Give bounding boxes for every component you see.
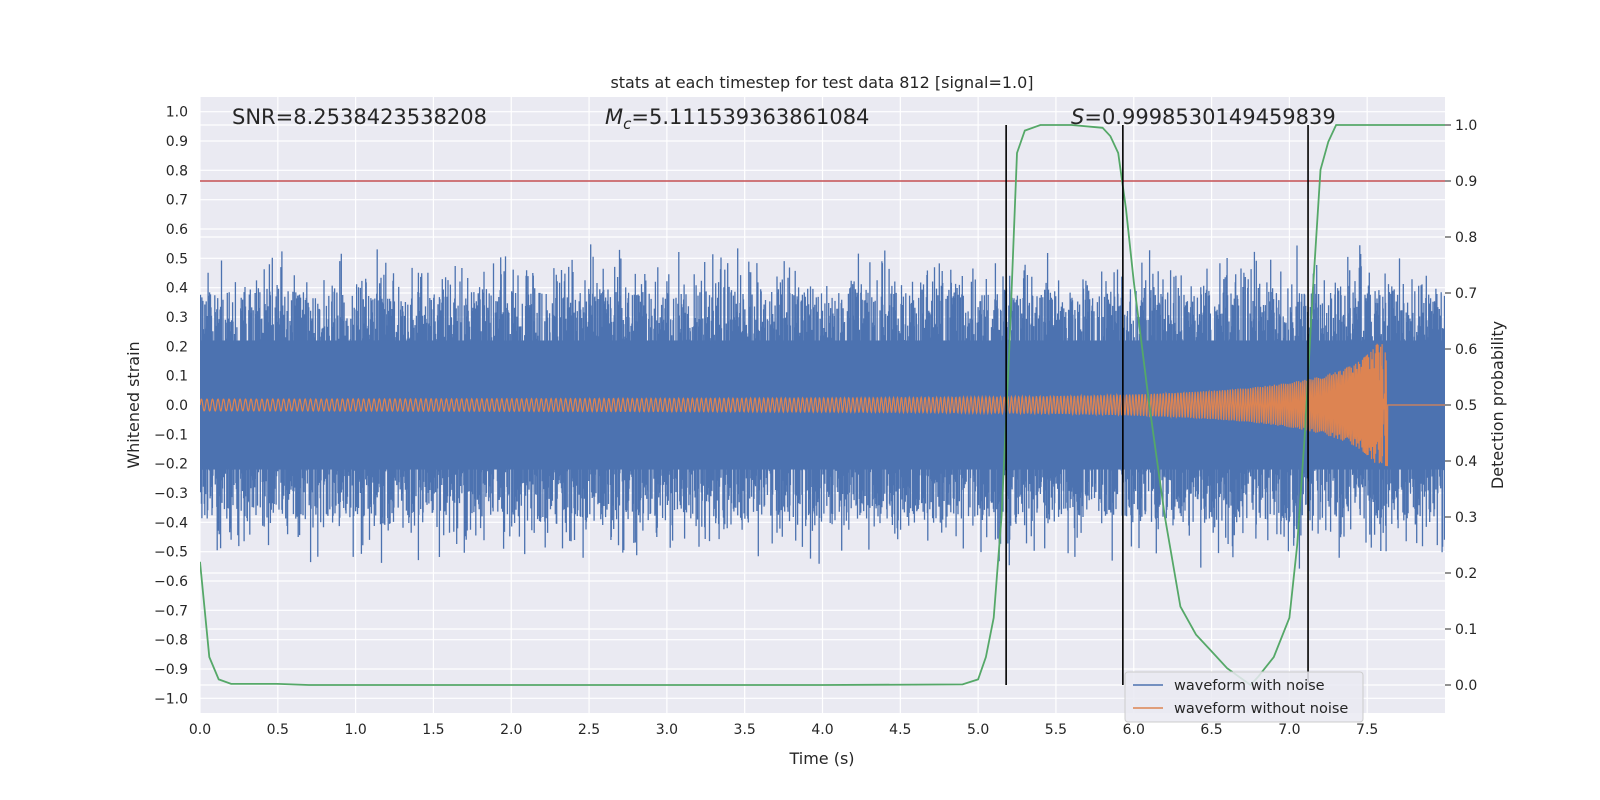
- clean-waveform-line: [200, 343, 1445, 467]
- legend: waveform with noise waveform without noi…: [1124, 671, 1364, 723]
- legend-label-noise: waveform with noise: [1174, 678, 1325, 694]
- x-tick-label: 3.5: [734, 722, 756, 738]
- x-axis-label: Time (s): [788, 749, 854, 768]
- y-ticks: 1.0 0.9 0.8 0.7 0.6 0.5 0.4 0.3 0.2 0.1 0.0 −0.1 −0.…: [154, 105, 188, 708]
- y2-tick-label: 0.3: [1455, 510, 1477, 526]
- x-tick-label: 4.0: [811, 722, 833, 738]
- y-tick-label: −0.7: [154, 603, 188, 619]
- y2-tick-label: 0.6: [1455, 342, 1477, 358]
- mc-subscript: c: [623, 115, 632, 133]
- y-tick-label: −0.8: [154, 633, 188, 649]
- y-tick-label: 0.3: [166, 310, 188, 326]
- y2-ticks: 1.0 0.9 0.8 0.7 0.6 0.5 0.4 0.3 0.2 0.1 0.0: [1445, 118, 1477, 694]
- mc-symbol: M: [605, 105, 623, 129]
- y2-axis-label: Detection probability: [1488, 321, 1507, 489]
- y-tick-label: 0.6: [166, 222, 188, 238]
- y2-tick-label: 0.8: [1455, 230, 1477, 246]
- y-tick-label: −0.3: [154, 486, 188, 502]
- y-tick-label: 0.4: [166, 281, 188, 297]
- y-axis-label: Whitened strain: [124, 341, 143, 468]
- y2-tick-label: 0.4: [1455, 454, 1477, 470]
- y2-tick-label: 0.7: [1455, 286, 1477, 302]
- y2-tick-label: 0.1: [1455, 622, 1477, 638]
- x-tick-label: 0.0: [189, 722, 211, 738]
- x-ticks: 0.0 0.5 1.0 1.5 2.0 2.5 3.0 3.5 4.0 4.5 5.0 5.5 6.0 6…: [189, 722, 1378, 738]
- detection-probability-line: [200, 124, 1445, 687]
- y-tick-label: 0.1: [166, 369, 188, 385]
- legend-label-clean: waveform without noise: [1174, 701, 1348, 717]
- y-tick-label: −0.1: [154, 427, 188, 443]
- y2-tick-label: 1.0: [1455, 118, 1477, 134]
- y2-tick-label: 0.2: [1455, 566, 1477, 582]
- s-symbol: S: [1071, 105, 1084, 129]
- x-tick-label: 4.5: [889, 722, 911, 738]
- y2-tick-label: 0.5: [1455, 398, 1477, 414]
- x-tick-label: 0.5: [267, 722, 289, 738]
- snr-annotation: SNR=8.2538423538208: [232, 105, 487, 129]
- legend-box: [1124, 671, 1364, 723]
- y-tick-label: 0.2: [166, 339, 188, 355]
- y2-tick-label: 0.9: [1455, 174, 1477, 190]
- mc-value: =5.111539363861084: [631, 105, 869, 129]
- y-tick-label: 0.9: [166, 134, 188, 150]
- x-tick-label: 1.0: [344, 722, 366, 738]
- y-tick-label: −0.2: [154, 457, 188, 473]
- chirp-mass-annotation: Mc=5.111539363861084: [605, 105, 869, 133]
- x-tick-label: 1.5: [422, 722, 444, 738]
- y-tick-label: 0.8: [166, 163, 188, 179]
- plot-content: [200, 124, 1445, 687]
- x-tick-label: 7.0: [1278, 722, 1300, 738]
- chart-title: stats at each timestep for test data 812…: [610, 73, 1033, 92]
- x-tick-label: 3.0: [656, 722, 678, 738]
- y-tick-label: −0.6: [154, 574, 188, 590]
- y-tick-label: −1.0: [154, 691, 188, 707]
- y-tick-label: −0.9: [154, 662, 188, 678]
- y-tick-label: 0.5: [166, 251, 188, 267]
- y-tick-label: −0.4: [154, 515, 188, 531]
- x-tick-label: 2.5: [578, 722, 600, 738]
- x-tick-label: 5.0: [967, 722, 989, 738]
- x-tick-label: 2.0: [500, 722, 522, 738]
- s-annotation: S=0.9998530149459839: [1071, 105, 1336, 129]
- y-tick-label: 0.0: [166, 398, 188, 414]
- y-tick-label: −0.5: [154, 545, 188, 561]
- y2-tick-label: 0.0: [1455, 678, 1477, 694]
- s-value: =0.9998530149459839: [1084, 105, 1335, 129]
- x-tick-label: 6.5: [1200, 722, 1222, 738]
- x-tick-label: 5.5: [1045, 722, 1067, 738]
- y-tick-label: 0.7: [166, 193, 188, 209]
- y-tick-label: 1.0: [166, 105, 188, 121]
- x-tick-label: 6.0: [1123, 722, 1145, 738]
- x-tick-label: 7.5: [1356, 722, 1378, 738]
- series-waveform-without-noise: [200, 343, 1445, 467]
